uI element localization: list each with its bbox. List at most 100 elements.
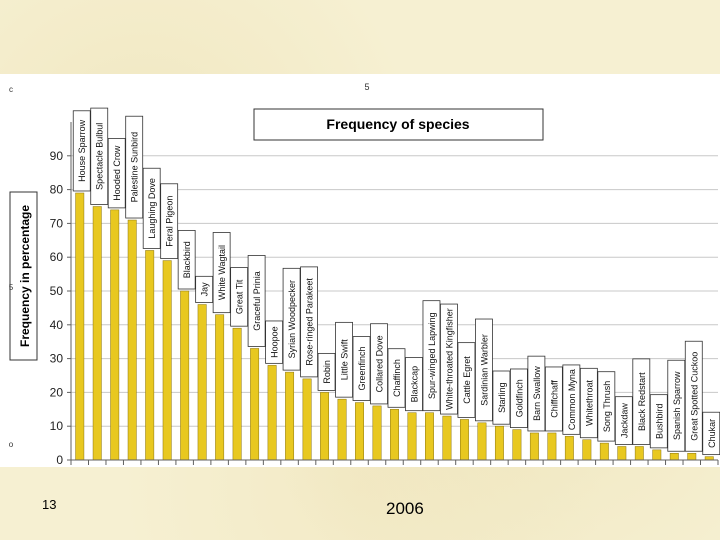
category-label: Spectacle Bulbul — [95, 123, 105, 190]
category-labels: House Sparrow Spectacle Bulbul Hooded Crow… — [72, 107, 720, 456]
category-label-box — [247, 255, 266, 347]
category-label: Sardinian Warbler — [479, 334, 489, 406]
category-label: House Sparrow — [77, 119, 87, 182]
category-label: Song Thrush — [602, 381, 612, 432]
category-label-box — [160, 183, 179, 259]
category-label: Palestine Sunbird — [130, 132, 140, 203]
category-label-box — [265, 320, 283, 364]
bar — [652, 449, 662, 461]
category-label: Common Myna — [567, 369, 577, 430]
bar — [180, 290, 190, 461]
bar — [425, 412, 434, 461]
category-label: Starling — [497, 382, 507, 413]
category-label: Whitethroat — [584, 380, 594, 427]
bar — [162, 260, 172, 461]
bar — [564, 436, 574, 461]
category-label: Great Spotted Cuckoo — [689, 352, 699, 441]
category-label: Rose-ringed Parakeet — [305, 278, 315, 366]
bar — [145, 250, 155, 461]
bar — [634, 446, 644, 461]
bar — [320, 392, 330, 461]
bar — [110, 209, 120, 461]
bar — [704, 456, 714, 461]
bar-chart: 0 10 20 30 40 50 60 70 80 90 House Sparrow Spectac… — [9, 82, 720, 467]
category-label-box — [579, 367, 598, 439]
category-label-box — [212, 232, 231, 314]
category-label: Chukar — [707, 419, 717, 448]
category-label-box — [195, 275, 214, 303]
bar — [215, 314, 225, 461]
category-label: Blackbird — [182, 241, 192, 278]
category-label-box — [335, 321, 353, 398]
category-label-box — [300, 266, 318, 378]
category-label-box — [684, 340, 703, 452]
category-label-box — [125, 115, 144, 219]
bar — [547, 432, 557, 461]
category-label: Blackcap — [409, 366, 419, 403]
y-tick-label: 60 — [50, 250, 64, 264]
category-label-box — [352, 336, 371, 401]
bar — [337, 398, 347, 461]
category-label-box — [405, 357, 423, 412]
y-axis-label: Frequency in percentage — [18, 205, 32, 347]
category-label: Hoopoe — [270, 326, 280, 358]
top-edge-mark: 5 — [364, 82, 369, 92]
category-label: Spur-winged Lapwing — [427, 312, 437, 399]
category-label: Chaffinch — [392, 359, 402, 397]
category-label: Jay — [200, 282, 210, 297]
category-label-box — [527, 355, 546, 432]
category-label: Feral Pigeon — [165, 196, 175, 247]
category-label: Little Swift — [340, 339, 350, 381]
category-label-box — [177, 229, 196, 290]
category-label: Chiffchaff — [549, 380, 559, 418]
bar — [477, 422, 487, 461]
category-label-box — [90, 107, 109, 205]
category-label-box — [597, 371, 616, 442]
bar — [75, 192, 85, 461]
bar — [599, 442, 609, 461]
chart-panel: 0 10 20 30 40 50 60 70 80 90 House Sparrow Spectac… — [0, 74, 720, 467]
category-label: Great Tit — [235, 279, 245, 314]
bar — [529, 432, 539, 461]
category-label-box — [422, 300, 441, 412]
category-label-box — [282, 267, 301, 371]
bar — [355, 402, 364, 461]
category-label-box — [649, 394, 668, 449]
category-label: Bushbird — [654, 403, 664, 439]
bar — [197, 304, 207, 461]
category-label: Syrian Woodpecker — [287, 280, 297, 358]
y-tick-label: 90 — [50, 149, 64, 163]
category-label-box — [614, 396, 633, 445]
y-tick-label: 30 — [50, 352, 64, 366]
category-label-box — [107, 138, 126, 209]
left-edge-mark-top: c — [9, 85, 13, 94]
bar — [669, 452, 679, 461]
category-label-box — [370, 323, 388, 405]
y-tick-label: 70 — [50, 216, 64, 230]
category-label: Collared Dove — [375, 335, 385, 392]
bar — [372, 405, 382, 461]
category-label-box — [72, 110, 91, 192]
bar — [302, 378, 312, 461]
category-label-box — [632, 358, 651, 445]
category-label: Jackdaw — [619, 403, 629, 439]
chart-title: Frequency of species — [326, 116, 469, 132]
chart-title-box — [253, 108, 544, 141]
category-label-box — [387, 348, 406, 408]
left-edge-mark-mid: 5 — [9, 283, 14, 292]
category-label: Hooded Crow — [112, 145, 122, 201]
y-axis-label-box — [9, 191, 38, 361]
bar — [494, 425, 504, 461]
category-label-box — [457, 342, 476, 418]
bars — [75, 192, 714, 461]
y-tick-label: 10 — [50, 419, 64, 433]
bar — [442, 415, 452, 461]
category-label: White Wagtail — [217, 245, 227, 300]
bar — [250, 348, 260, 461]
bar — [285, 371, 295, 461]
bar — [390, 409, 399, 461]
category-label: Laughing Dove — [147, 178, 157, 239]
category-label: White-throated Kingfisher — [444, 308, 454, 410]
category-label: Robin — [322, 360, 332, 384]
bar — [232, 327, 242, 461]
